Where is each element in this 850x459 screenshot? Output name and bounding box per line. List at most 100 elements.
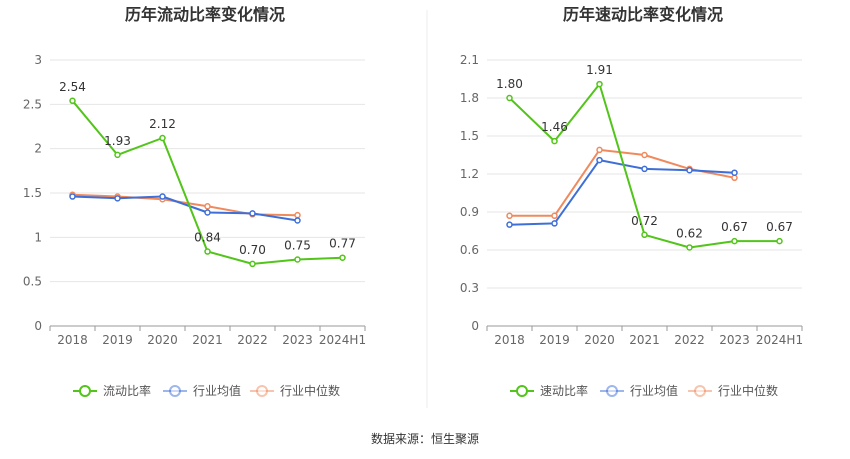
- data-point: [506, 221, 513, 228]
- series-line: [509, 159, 735, 226]
- x-tick-label: 2020: [147, 333, 178, 347]
- x-tick-label: 2024H1: [756, 333, 803, 347]
- data-point: [551, 220, 558, 227]
- legend-marker: [169, 385, 181, 397]
- data-label: 1.46: [541, 120, 568, 134]
- data-point: [641, 231, 648, 239]
- legend-item[interactable]: 行业均值: [163, 383, 241, 398]
- data-label: 2.54: [59, 80, 86, 94]
- legend-marker: [516, 385, 528, 397]
- y-tick-label: 1.8: [460, 91, 479, 105]
- data-label: 1.91: [586, 63, 613, 77]
- data-label: 1.93: [104, 134, 131, 148]
- data-label: 0.62: [676, 226, 703, 240]
- quick-ratio-chart: 历年速动比率变化情况 0 0.3 0.6 0.9 1.2 1.5 1.8 2.1 2018 2019…: [460, 5, 803, 398]
- legend-marker: [79, 385, 91, 397]
- data-point: [596, 80, 603, 88]
- data-point: [641, 151, 648, 159]
- y-tick-label: 1.2: [460, 167, 479, 181]
- data-point: [339, 254, 346, 261]
- data-point: [731, 174, 738, 182]
- data-label: 0.67: [766, 220, 793, 234]
- x-tick-label: 2021: [629, 333, 660, 347]
- legend-label: 行业中位数: [280, 383, 340, 398]
- chart-title: 历年流动比率变化情况: [125, 5, 285, 24]
- legend-label: 速动比率: [540, 383, 588, 398]
- x-tick-label: 2019: [539, 333, 570, 347]
- legend-marker: [606, 385, 618, 397]
- legend-label: 行业中位数: [718, 383, 778, 398]
- data-point: [731, 237, 738, 245]
- data-label: 0.77: [329, 237, 356, 251]
- data-point: [596, 156, 603, 164]
- data-point: [159, 193, 166, 200]
- legend-item[interactable]: 行业中位数: [250, 383, 340, 398]
- data-label: 0.75: [284, 239, 311, 253]
- x-tick-label: 2018: [494, 333, 525, 347]
- y-tick-label: 0.5: [23, 275, 42, 289]
- data-point: [204, 203, 211, 210]
- legend-label: 流动比率: [103, 383, 151, 398]
- current-ratio-chart: 历年流动比率变化情况 0 0.5 1 1.5 2 2.5 3 2018 2019 2020 2021 2…: [23, 5, 366, 398]
- x-tick-label: 2024H1: [319, 333, 366, 347]
- series-line: [72, 195, 298, 222]
- data-point: [506, 212, 513, 220]
- data-label: 0.67: [721, 220, 748, 234]
- y-tick-label: 3: [34, 53, 42, 67]
- data-label: 0.70: [239, 243, 266, 257]
- data-point: [686, 244, 693, 251]
- data-point: [114, 151, 121, 159]
- data-point: [204, 248, 211, 255]
- x-tick-label: 2020: [584, 333, 615, 347]
- legend-item[interactable]: 行业中位数: [688, 383, 778, 398]
- y-tick-label: 0.3: [460, 281, 479, 295]
- y-tick-label: 0.9: [460, 205, 479, 219]
- data-point: [731, 169, 738, 176]
- data-point: [204, 209, 211, 216]
- data-point: [69, 97, 76, 105]
- y-tick-label: 1.5: [460, 129, 479, 143]
- data-point: [249, 260, 256, 268]
- y-tick-label: 2.5: [23, 97, 42, 111]
- data-point: [551, 137, 558, 145]
- data-point: [776, 237, 783, 245]
- data-point: [114, 195, 121, 202]
- x-tick-label: 2022: [237, 333, 268, 347]
- data-point: [641, 165, 648, 173]
- data-point: [294, 256, 301, 263]
- x-tick-label: 2022: [674, 333, 705, 347]
- data-label: 0.84: [194, 231, 221, 245]
- legend-label: 行业均值: [630, 383, 678, 398]
- data-label: 0.72: [631, 214, 658, 228]
- data-point: [294, 217, 301, 224]
- data-point: [596, 146, 603, 154]
- x-tick-label: 2023: [719, 333, 750, 347]
- y-tick-label: 0: [471, 319, 479, 333]
- data-label: 2.12: [149, 117, 176, 131]
- data-point: [506, 94, 513, 102]
- data-point: [551, 212, 558, 220]
- data-point: [294, 211, 301, 219]
- y-tick-label: 2.1: [460, 53, 479, 67]
- legend-marker: [694, 385, 706, 397]
- x-tick-label: 2023: [282, 333, 313, 347]
- data-point: [686, 166, 693, 174]
- y-tick-label: 0.6: [460, 243, 479, 257]
- legend-item[interactable]: 行业均值: [600, 383, 678, 398]
- chart-title: 历年速动比率变化情况: [563, 5, 723, 24]
- data-point: [249, 210, 256, 217]
- legend-item[interactable]: 流动比率: [73, 383, 151, 398]
- y-tick-label: 1: [34, 230, 42, 244]
- x-tick-label: 2019: [102, 333, 133, 347]
- x-tick-label: 2021: [192, 333, 223, 347]
- y-tick-label: 2: [34, 142, 42, 156]
- legend-label: 行业均值: [193, 383, 241, 398]
- legend-item[interactable]: 速动比率: [510, 383, 588, 398]
- legend-marker: [256, 385, 268, 397]
- y-tick-label: 0: [34, 319, 42, 333]
- source-label: 数据来源：恒生聚源: [371, 431, 479, 446]
- data-point: [159, 134, 166, 142]
- data-label: 1.80: [496, 77, 523, 91]
- y-tick-label: 1.5: [23, 186, 42, 200]
